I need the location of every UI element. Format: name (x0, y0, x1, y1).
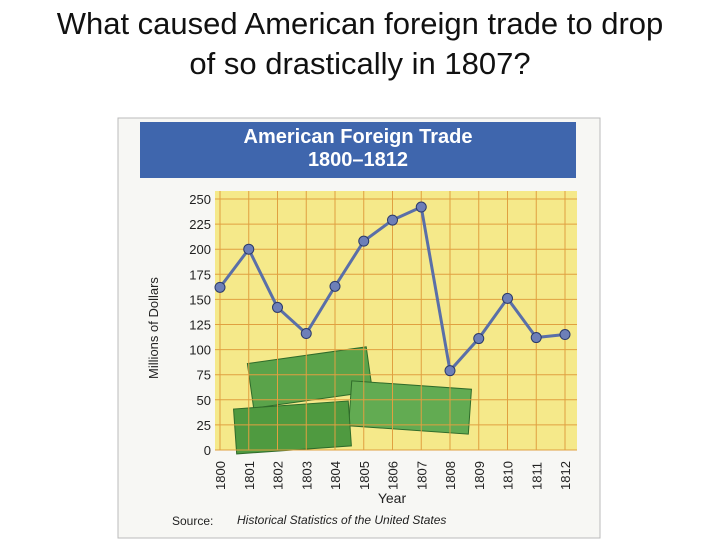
x-tick-label: 1806 (386, 461, 401, 490)
x-tick-label: 1812 (558, 461, 573, 490)
y-tick-label: 25 (197, 418, 211, 433)
y-tick-label: 175 (189, 267, 211, 282)
x-tick-label: 1811 (529, 462, 544, 490)
x-tick-label: 1807 (414, 461, 429, 490)
chart-title: American Foreign Trade (244, 126, 473, 148)
y-tick-label: 225 (189, 217, 211, 232)
x-tick-label: 1808 (443, 461, 458, 490)
data-point (243, 243, 255, 255)
money-illustration (233, 346, 472, 455)
y-tick-label: 50 (197, 393, 211, 408)
x-tick-label: 1805 (357, 461, 372, 490)
chart-header (140, 122, 576, 178)
data-point (473, 333, 485, 345)
data-point (272, 301, 283, 313)
y-tick-label: 100 (189, 343, 211, 358)
x-tick-label: 1803 (299, 461, 314, 490)
data-point (559, 329, 571, 341)
y-tick-label: 250 (189, 192, 211, 207)
data-point (530, 332, 542, 344)
y-tick-label: 150 (189, 292, 211, 307)
x-tick-label: 1804 (328, 461, 343, 490)
source-prefix: Source: (172, 514, 213, 528)
source: Historical Statistics of the United Stat… (237, 513, 446, 527)
x-tick-label: 1800 (213, 461, 228, 490)
y-tick-label: 0 (204, 443, 211, 458)
data-point (358, 235, 370, 247)
data-point (444, 365, 456, 377)
data-point (415, 201, 427, 213)
y-tick-label: 200 (189, 242, 211, 257)
data-point (502, 292, 513, 304)
x-tick-label: 1810 (501, 461, 516, 490)
y-axis-label: Millions of Dollars (146, 277, 161, 379)
slide-title: What caused American foreign trade to dr… (56, 6, 664, 81)
x-tick-label: 1801 (242, 461, 257, 490)
x-tick-label: 1802 (271, 461, 286, 490)
y-tick-label: 75 (197, 368, 211, 383)
x-tick-label: 1809 (472, 461, 487, 490)
x-axis-label: Year (378, 490, 407, 506)
chart-subtitle: 1800–1812 (308, 149, 408, 171)
y-tick-label: 125 (189, 318, 211, 333)
data-point (329, 280, 341, 292)
data-point (300, 328, 312, 340)
data-point (214, 281, 226, 293)
data-point (387, 214, 398, 226)
